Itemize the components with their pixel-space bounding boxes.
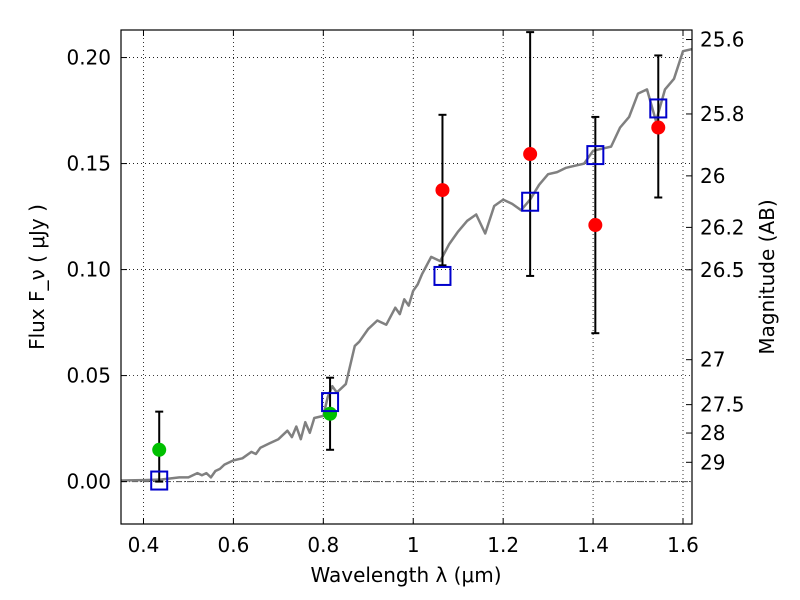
right-tick-label: 27.5 [700, 393, 745, 417]
right-tick-label: 25.6 [700, 28, 745, 52]
photometry-point [651, 120, 666, 135]
x-tick-label: 1 [407, 533, 420, 557]
model-flux-square [521, 191, 540, 212]
model-spectrum-line [121, 47, 692, 482]
y-tick-label: 0.00 [66, 470, 111, 494]
right-tick-label: 25.8 [700, 102, 745, 126]
model-flux-square [649, 98, 668, 119]
x-tick-label: 0.4 [128, 533, 160, 557]
y-tick-label: 0.20 [66, 46, 111, 70]
plot-marks [121, 31, 692, 491]
photometry-point [523, 147, 538, 162]
model-flux-square [586, 145, 605, 166]
model-flux-square [321, 392, 340, 413]
x-tick-label: 0.6 [217, 533, 249, 557]
plot-frame [120, 29, 693, 525]
axis-ticks: 0.4 0.6 0.8 1 1.2 1.4 1.6 0.00 0.05 0.10 0.15 0.20 2… [66, 28, 744, 557]
y-tick-label: 0.15 [66, 152, 111, 176]
photometry-point [323, 406, 338, 421]
x-tick-label: 1.2 [487, 533, 519, 557]
x-tick-label: 1.4 [577, 533, 609, 557]
model-flux-square [433, 265, 452, 286]
right-axis-label: Magnitude (AB) [755, 199, 779, 354]
x-tick-label: 0.8 [307, 533, 339, 557]
photometry-point [588, 218, 603, 233]
photometry-point [152, 442, 167, 457]
right-tick-label: 27 [700, 348, 725, 372]
model-flux-square [150, 470, 169, 491]
x-axis-label: Wavelength λ (μm) [310, 563, 501, 587]
y-tick-label: 0.05 [66, 364, 111, 388]
right-tick-label: 26.5 [700, 258, 745, 282]
right-tick-label: 28 [700, 421, 725, 445]
y-axis-label: Flux F_ν ( μJy ) [25, 204, 49, 350]
plot-area [121, 30, 692, 524]
right-tick-label: 29 [700, 450, 725, 474]
right-tick-label: 26.2 [700, 215, 745, 239]
y-tick-label: 0.10 [66, 258, 111, 282]
x-tick-label: 1.6 [667, 533, 699, 557]
right-tick-label: 26 [700, 164, 725, 188]
photometry-point [435, 183, 450, 198]
